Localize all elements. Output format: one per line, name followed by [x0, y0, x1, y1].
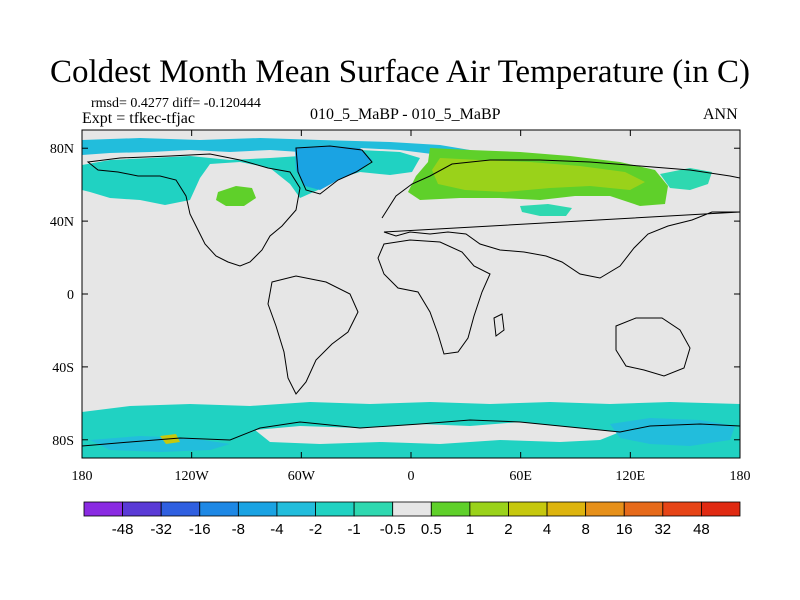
colorbar-box [701, 501, 741, 517]
colorbar-box [585, 501, 625, 517]
colorbar-label: 2 [504, 521, 512, 538]
coast-south-america [267, 275, 359, 395]
colorbar-box [430, 501, 471, 517]
lon-tick-label: 60E [509, 469, 532, 484]
lon-tick-label: 180 [730, 469, 751, 484]
lon-tick-label: 120E [616, 469, 646, 484]
lon-tick-label: 120W [175, 469, 210, 484]
lat-tick-label: 40S [52, 361, 74, 376]
map-title: Coldest Month Mean Surface Air Temperatu… [50, 54, 750, 90]
lat-tick-label: 40N [50, 215, 74, 230]
shade-antarctic-interior [255, 422, 620, 444]
coast-africa [377, 239, 491, 355]
colorbar-box [315, 501, 355, 517]
shade-eurasia-inner [432, 158, 645, 192]
shade-antarctic-east [610, 418, 735, 446]
colorbar-label: 1 [466, 521, 474, 538]
colorbar-label: 0.5 [421, 521, 442, 538]
colorbar-label: -0.5 [380, 521, 406, 538]
season-label: ANN [703, 106, 738, 123]
colorbar-label: -8 [232, 521, 245, 538]
lon-tick-label: 180 [72, 469, 93, 484]
colorbar-box [392, 501, 432, 517]
coast-north-america [86, 153, 301, 267]
latitude-axis: 80N 40N 0 40S 80S [50, 142, 740, 449]
lon-tick-label: 60W [288, 469, 316, 484]
colorbar-label: 48 [693, 521, 710, 538]
lon-tick-label: 0 [408, 469, 415, 484]
colorbar-box [199, 501, 239, 517]
case-label: 010_5_MaBP - 010_5_MaBP [310, 106, 501, 123]
colorbar-label: 32 [654, 521, 671, 538]
colorbar: -48 -32 -16 -8 -4 -2 -1 -0.5 0.5 1 2 4 8 16 32 48 [83, 501, 741, 538]
colorbar-label: 8 [581, 521, 589, 538]
colorbar-box [353, 501, 394, 517]
colorbar-box [276, 501, 316, 517]
colorbar-label: -4 [270, 521, 283, 538]
colorbar-label: -32 [150, 521, 172, 538]
colorbar-box [83, 501, 123, 517]
coast-australia [615, 317, 691, 377]
coast-eurasia [381, 159, 740, 279]
colorbar-box [508, 501, 548, 517]
coast-madagascar [493, 313, 505, 337]
colorbar-label: 4 [543, 521, 551, 538]
colorbar-box [237, 501, 278, 517]
shade-central-asia [520, 204, 572, 216]
longitude-axis: 180 120W 60W 0 60E 120E 180 [72, 130, 751, 484]
shade-greenland [295, 146, 372, 190]
shade-east-siberia [660, 168, 712, 190]
colorbar-box [546, 501, 587, 517]
colorbar-box [122, 501, 162, 517]
colorbar-label: 16 [616, 521, 633, 538]
colorbar-box [662, 501, 702, 517]
shade-antarctic-coast [90, 436, 230, 452]
shaded-anomalies [82, 138, 740, 458]
colorbar-label: -2 [309, 521, 322, 538]
colorbar-label: -1 [347, 521, 360, 538]
coast-antarctica [82, 419, 740, 447]
coastlines [82, 145, 740, 447]
rmsd-diff-text: rmsd= 0.4277 diff= -0.120444 [91, 96, 261, 111]
colorbar-label: -48 [112, 521, 134, 538]
colorbar-box [160, 501, 201, 517]
lat-tick-label: 80S [52, 434, 74, 449]
colorbar-box [469, 501, 509, 517]
shade-canada-patch [216, 186, 256, 206]
lat-tick-label: 0 [67, 288, 74, 303]
colorbar-box [623, 501, 664, 517]
lat-tick-label: 80N [50, 142, 74, 157]
experiment-text: Expt = tfkec-tfjac [82, 110, 195, 127]
coast-greenland [295, 145, 373, 195]
colorbar-label: -16 [189, 521, 211, 538]
shade-arctic-ocean [82, 138, 470, 155]
